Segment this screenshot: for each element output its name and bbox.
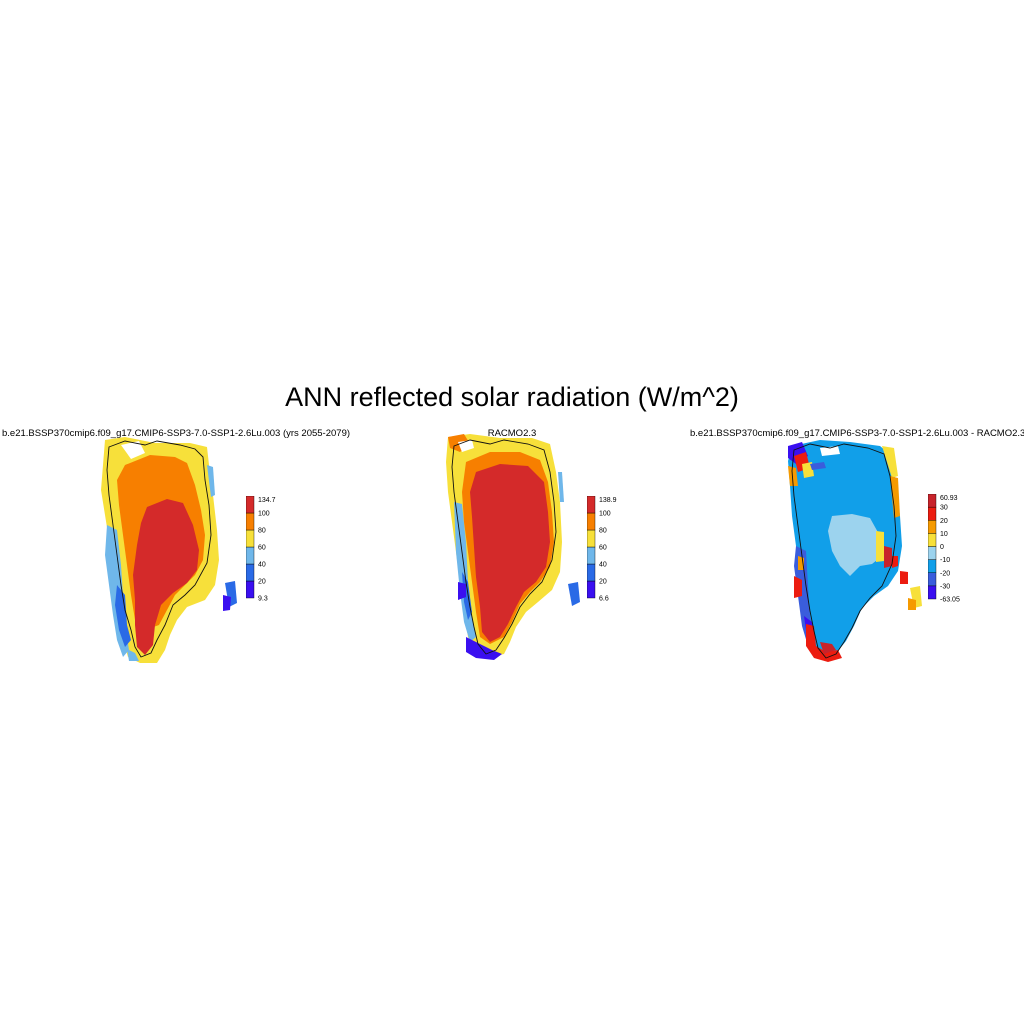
colorbar-segment: [927, 493, 937, 508]
colorbar-tick-label: 100: [258, 511, 270, 518]
panel-3-title: b.e21.BSSP370cmip6.f09_g17.CMIP6-SSP3-7.…: [690, 428, 1024, 439]
colorbar-tick-label: -30: [940, 583, 950, 590]
colorbar-segment: [927, 572, 937, 587]
colorbar-tick-label: 40: [258, 562, 266, 569]
panel-3-map: [788, 440, 922, 662]
panel-2-title: RACMO2.3: [487, 428, 537, 439]
panel-3-coastline: [791, 443, 897, 659]
colorbar-segment: [927, 520, 937, 534]
colorbar-tick-label: 30: [940, 505, 948, 512]
colorbar-tick-label: 138.9: [599, 497, 617, 504]
colorbar-segment: [245, 563, 255, 582]
colorbar-segment: [927, 559, 937, 573]
colorbar-tick-label: 40: [599, 562, 607, 569]
colorbar-tick-label: -10: [940, 557, 950, 564]
colorbar-segment: [245, 546, 255, 565]
colorbar-tick-label: 60: [258, 545, 266, 552]
colorbar-tick-label: 20: [258, 579, 266, 586]
colorbar-segment: [927, 585, 937, 600]
panel-3-colorbar: -63.05 -30 -20 -10 0 10 20 30 60.93: [927, 493, 972, 613]
colorbar-segment: [586, 529, 596, 548]
colorbar-segment: [927, 546, 937, 560]
panel-1-colorbar: 9.3 20 40 60 80 100 134.7: [245, 495, 286, 611]
colorbar-tick-label: 134.7: [258, 497, 276, 504]
panel-1-field: [101, 437, 237, 663]
colorbar-segment: [586, 546, 596, 565]
colorbar-tick-label: 60: [599, 545, 607, 552]
panel-2-colorbar: 6.6 20 40 60 80 100 138.9: [586, 495, 627, 611]
colorbar-segment: [245, 580, 255, 599]
colorbar-tick-label: 20: [599, 579, 607, 586]
panel-1-title: b.e21.BSSP370cmip6.f09_g17.CMIP6-SSP3-7.…: [2, 428, 351, 439]
colorbar-segment: [927, 506, 937, 521]
colorbar-segment: [586, 563, 596, 582]
panel-2-field: [446, 434, 580, 660]
colorbar-tick-label: -63.05: [940, 597, 960, 604]
colorbar-tick-label: 0: [940, 544, 944, 551]
colorbar-tick-label: 60.93: [940, 495, 958, 502]
colorbar-segment: [927, 533, 937, 547]
colorbar-segment: [245, 495, 255, 514]
colorbar-segment: [586, 580, 596, 599]
colorbar-tick-label: 80: [599, 528, 607, 535]
panel-2-map: [446, 434, 580, 660]
colorbar-segment: [245, 512, 255, 531]
colorbar-segment: [586, 495, 596, 514]
colorbar-tick-label: 9.3: [258, 596, 268, 603]
panel-1-coastline: [106, 440, 212, 658]
colorbar-segment: [245, 529, 255, 548]
colorbar-tick-label: 10: [940, 531, 948, 538]
colorbar-tick-label: 20: [940, 518, 948, 525]
figure-title: ANN reflected solar radiation (W/m^2): [285, 382, 739, 412]
colorbar-tick-label: 6.6: [599, 596, 609, 603]
colorbar-tick-label: 80: [258, 528, 266, 535]
colorbar-tick-label: -20: [940, 570, 950, 577]
panel-2-coastline: [451, 439, 557, 655]
panel-1-map: [101, 437, 237, 663]
colorbar-segment: [586, 512, 596, 531]
panel-3-field: [788, 440, 922, 662]
colorbar-tick-label: 100: [599, 511, 611, 518]
